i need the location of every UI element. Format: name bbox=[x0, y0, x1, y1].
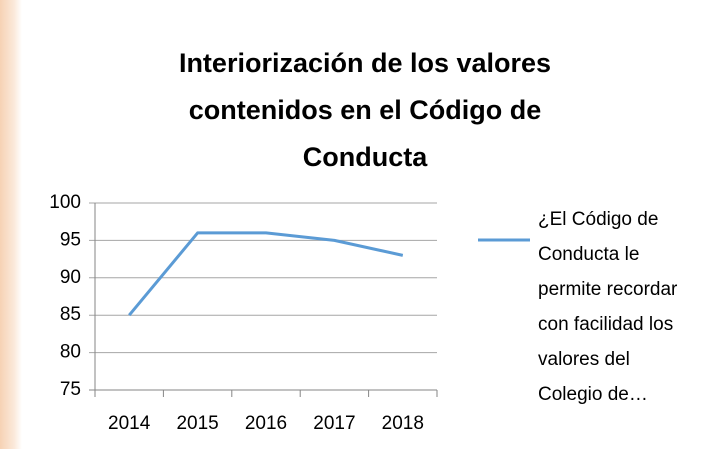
x-tick-label: 2016 bbox=[245, 413, 287, 434]
y-tick-label: 80 bbox=[60, 342, 81, 363]
x-tick-label: 2018 bbox=[382, 413, 424, 434]
x-tick-label: 2017 bbox=[313, 413, 355, 434]
data-line bbox=[128, 231, 404, 317]
y-tick-label: 75 bbox=[60, 379, 81, 400]
x-tick-label: 2015 bbox=[176, 413, 218, 434]
y-tick-label: 100 bbox=[49, 192, 81, 213]
x-tick-label: 2014 bbox=[108, 413, 151, 434]
y-tick-label: 90 bbox=[60, 267, 81, 288]
y-tick-label: 95 bbox=[60, 229, 81, 250]
y-tick-label: 85 bbox=[60, 304, 81, 325]
chart-title: Interiorización de los valores contenido… bbox=[178, 48, 552, 172]
legend-label: ¿El Código de Conducta le permite record… bbox=[538, 209, 678, 405]
